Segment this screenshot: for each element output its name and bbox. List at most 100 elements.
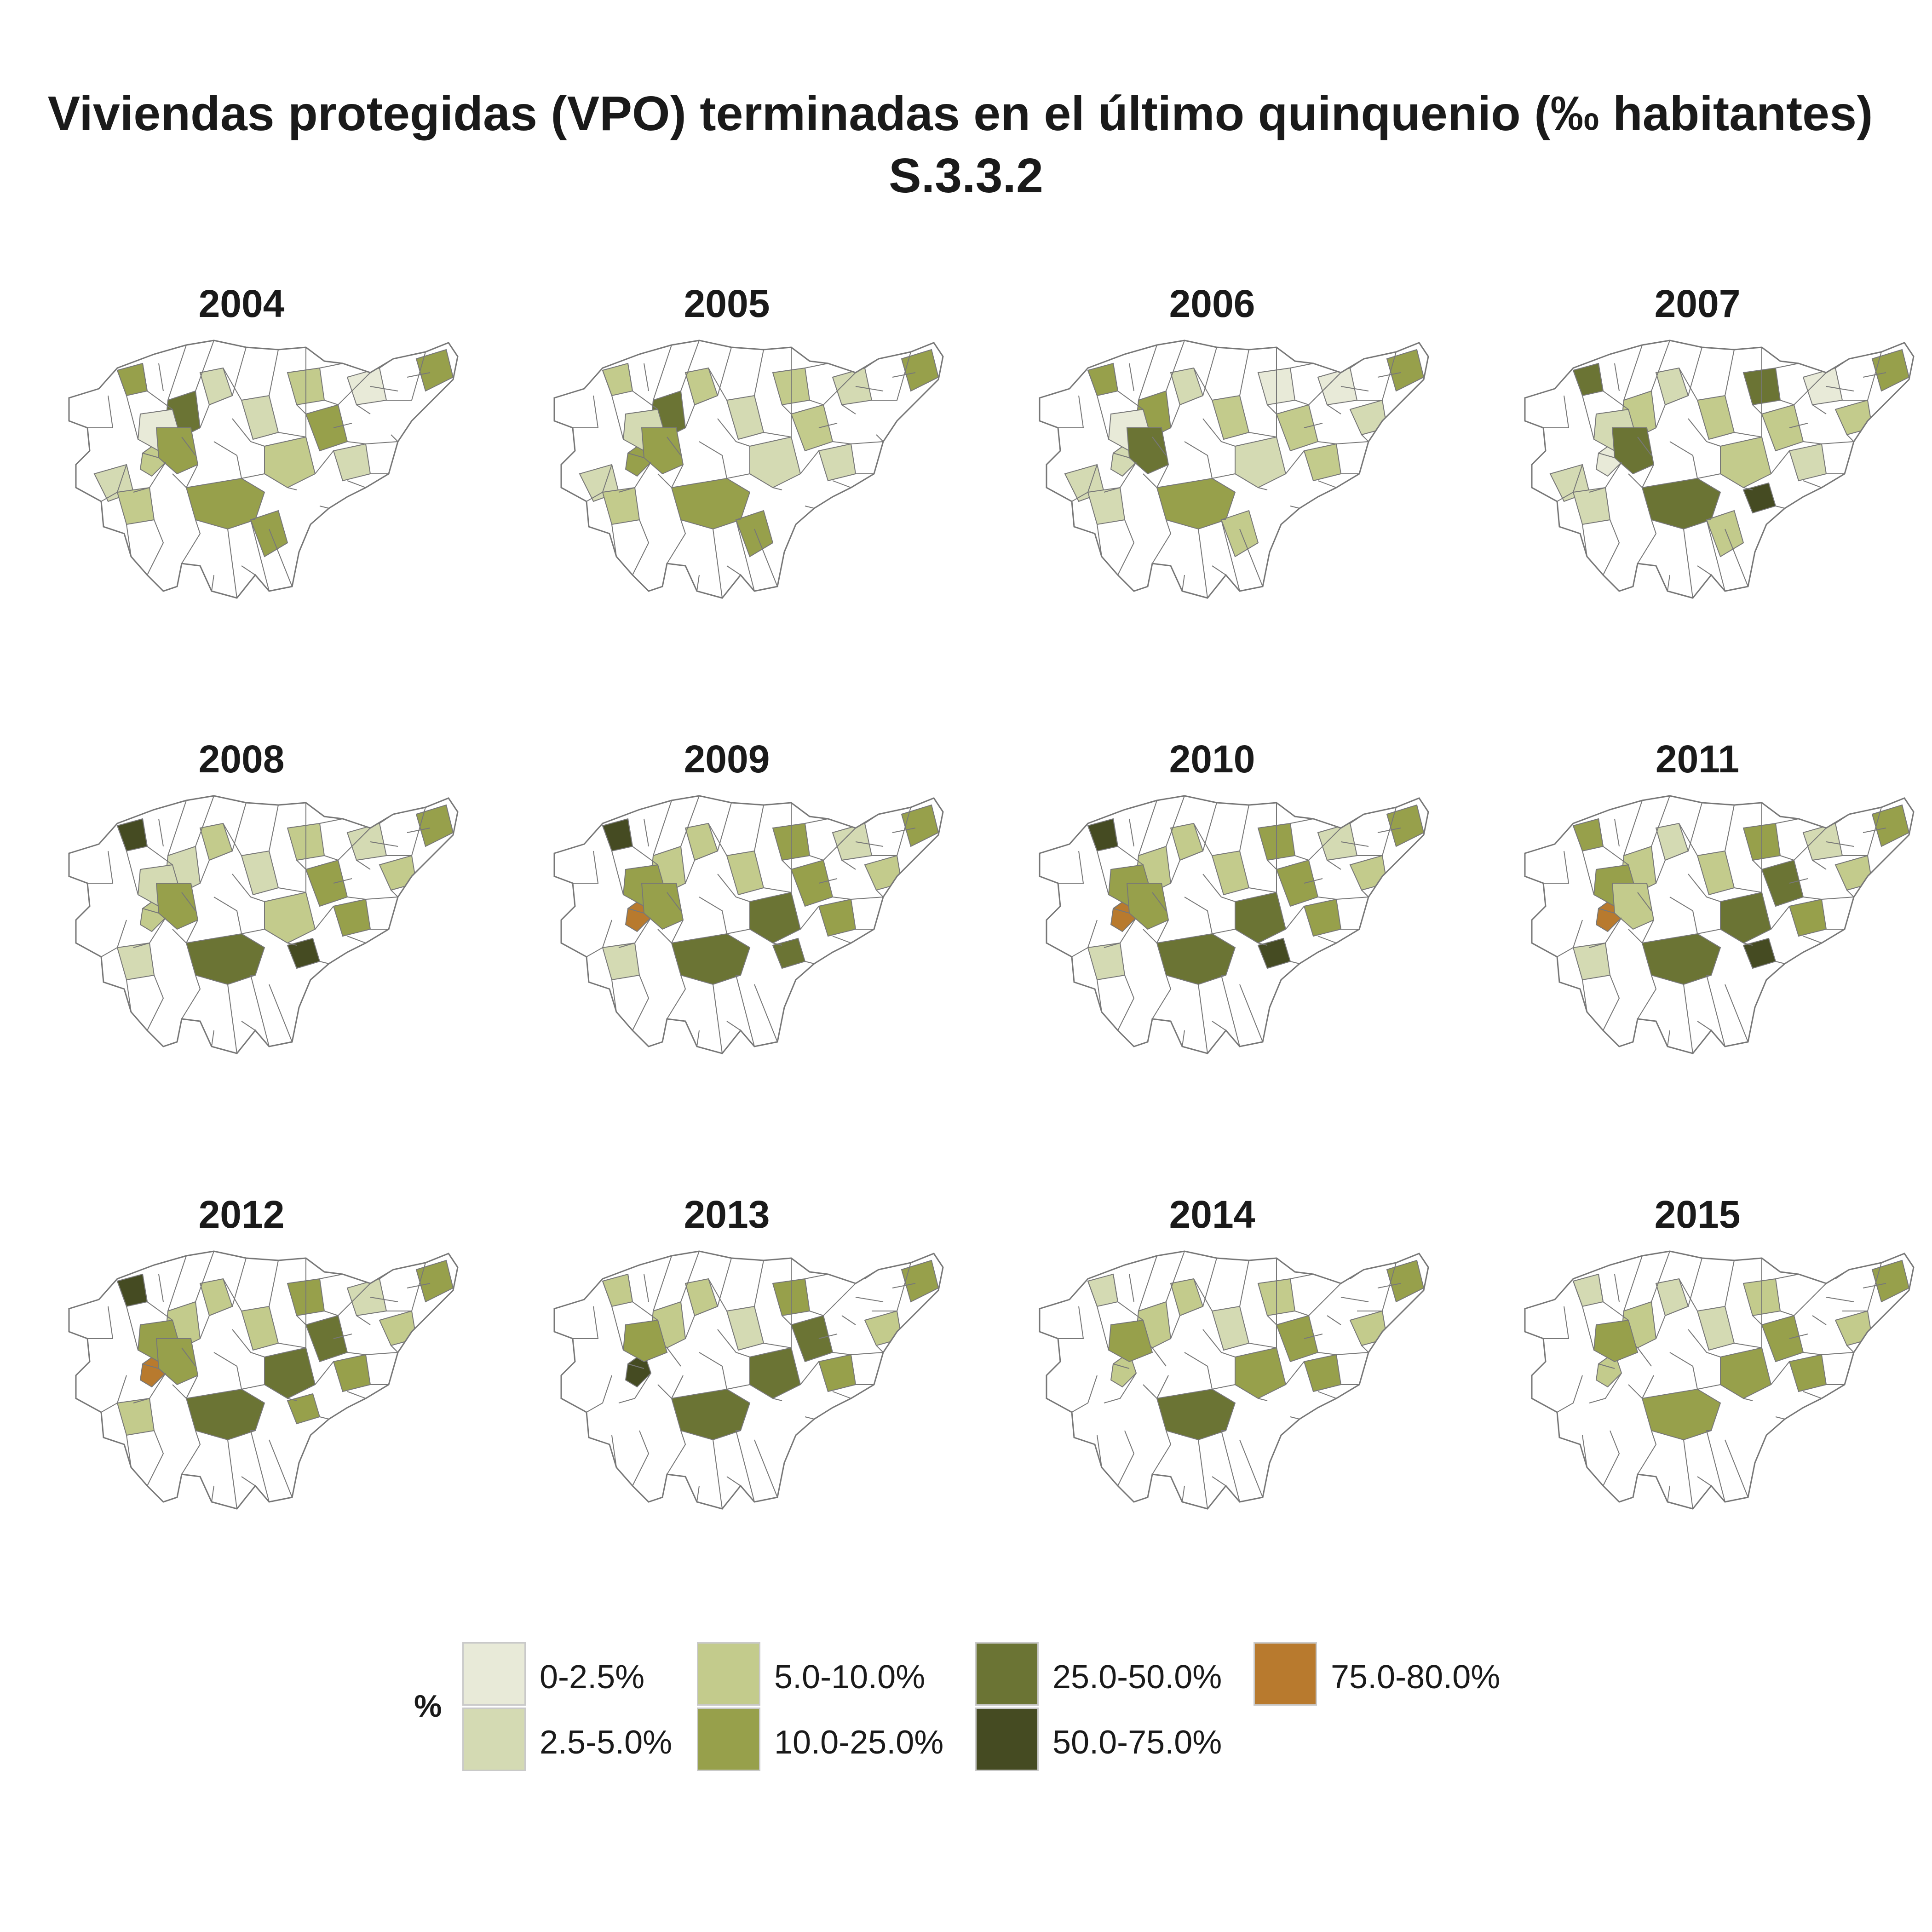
municipal-border [726,1476,741,1486]
province-outline [68,339,459,599]
municipal-border [1697,1476,1712,1486]
municipal-border [1734,803,1762,893]
municipal-border [1642,1375,1654,1399]
municipal-border [1248,347,1277,438]
municipal-border [832,936,851,943]
municipal-border [87,851,114,884]
municipal-border [1239,349,1249,396]
municipal-border [356,1315,371,1325]
panel-year-label: 2005 [684,282,770,325]
municipal-border [618,917,651,948]
municipal-border [1258,1398,1268,1401]
municipal-border [632,975,650,1031]
municipal-border [1285,906,1305,930]
municipal-border [117,370,138,440]
map-panel-2009: 2009 [497,736,957,1150]
municipal-border [618,1373,651,1403]
municipal-border [1193,368,1213,401]
municipal-border [158,818,164,847]
municipal-border [1193,823,1213,856]
municipal-border [726,565,741,575]
municipal-border [680,796,700,847]
municipal-border [1058,851,1084,884]
municipal-border [611,524,617,557]
municipal-border [1683,984,1693,1053]
municipal-border [1688,418,1721,447]
municipal-border [1152,437,1167,456]
municipal-border [754,984,778,1042]
municipal-border [1667,1030,1670,1047]
municipal-border [1290,506,1300,509]
municipal-border [1557,464,1583,502]
gipuzkoa-map [1039,1250,1429,1510]
municipal-border [133,1373,166,1403]
municipal-border [735,1430,755,1502]
municipal-border [573,1306,599,1339]
municipal-border [287,487,297,490]
municipal-border [696,1485,700,1502]
municipal-border [735,975,755,1047]
municipal-border [1780,372,1827,406]
municipal-border [1557,920,1583,957]
municipal-border [1623,800,1643,856]
municipal-border [186,1375,198,1399]
municipal-border [627,453,644,458]
municipal-border [1863,372,1886,378]
municipal-border [1582,1435,1587,1468]
municipal-border [726,1384,750,1390]
municipal-border [1327,1315,1341,1325]
map-panel-2015: 2015 [1467,1191,1927,1605]
municipal-border [1812,1315,1827,1325]
municipal-border [1803,1391,1822,1399]
municipal-border [1697,565,1712,575]
municipal-border [611,979,617,1012]
municipal-border [1248,1258,1277,1349]
municipal-border [1156,464,1169,488]
municipal-border [1239,1260,1249,1307]
map-panel-2014: 2014 [982,1191,1442,1605]
legend-label: 75.0-80.0% [1331,1659,1501,1696]
municipal-border [200,1258,247,1339]
map-title-line1: Viviendas protegidas (VPO) terminadas en… [47,86,1873,141]
municipal-border [1697,929,1721,934]
municipal-border [1667,1485,1670,1502]
municipal-border [391,890,398,897]
municipal-border [1557,1375,1583,1413]
municipal-border [800,1361,819,1385]
municipal-border [855,1297,884,1302]
municipal-border [241,929,265,934]
province-outline [1039,795,1429,1054]
municipal-border [1087,825,1109,895]
municipal-border [347,936,366,943]
municipal-border [1138,800,1157,856]
municipal-border [1357,1262,1397,1311]
municipal-border [657,1384,672,1399]
municipal-border [1097,979,1102,1012]
municipal-border [1304,878,1323,884]
map-panel-2004: 2004 [12,281,472,695]
municipal-border [296,860,306,870]
municipal-border [1803,936,1822,943]
municipal-border [1743,487,1753,490]
legend-label: 10.0-25.0% [774,1724,944,1761]
municipal-border [356,404,371,414]
municipal-border [1656,347,1702,428]
province-outline [68,795,459,1054]
municipal-border [1573,1281,1594,1351]
municipal-border [1603,519,1620,575]
gipuzkoa-map [68,339,459,599]
municipal-border [754,1260,764,1307]
municipal-border [782,404,792,414]
municipal-border [223,1278,242,1311]
municipal-border [269,349,279,396]
municipal-border [1202,418,1236,447]
municipal-border [315,1361,334,1385]
municipal-border [1623,345,1643,401]
municipal-border [832,480,851,488]
municipal-border [818,423,838,428]
municipal-border [680,340,700,391]
municipal-border [602,825,624,895]
municipal-border [772,1398,782,1401]
municipal-border [1642,920,1654,943]
legend-swatch [697,1708,760,1771]
